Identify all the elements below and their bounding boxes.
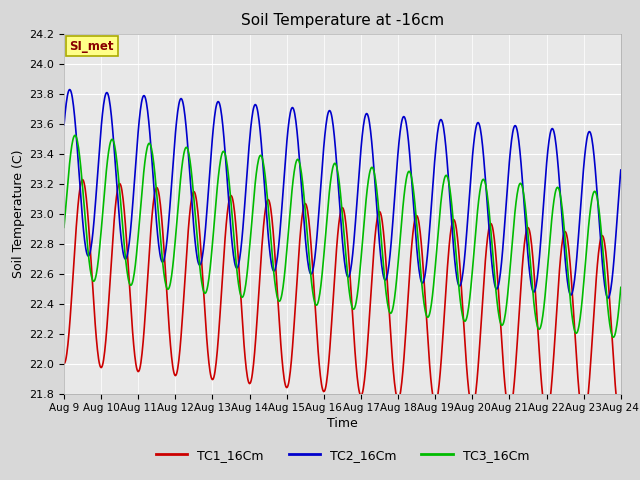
Legend: TC1_16Cm, TC2_16Cm, TC3_16Cm: TC1_16Cm, TC2_16Cm, TC3_16Cm bbox=[151, 444, 534, 467]
Y-axis label: Soil Temperature (C): Soil Temperature (C) bbox=[12, 149, 25, 278]
Text: SI_met: SI_met bbox=[70, 40, 114, 53]
Title: Soil Temperature at -16cm: Soil Temperature at -16cm bbox=[241, 13, 444, 28]
X-axis label: Time: Time bbox=[327, 418, 358, 431]
